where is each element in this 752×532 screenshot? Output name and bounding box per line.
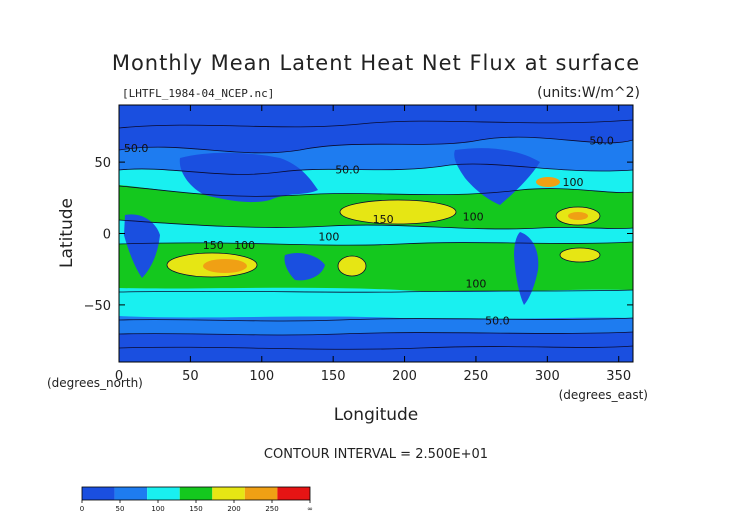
x-tick-label: 250 — [464, 369, 489, 384]
x-axis-ticks: 0 50 100 150 200 250 300 350 — [115, 105, 631, 384]
y-unit-label: (degrees_north) — [47, 376, 143, 390]
band-equatorial-cyan — [119, 220, 633, 246]
land-africa — [124, 214, 160, 278]
contour-label: 50.0 — [485, 315, 510, 328]
land-north-america — [454, 148, 540, 205]
contour-interval: CONTOUR INTERVAL = 2.500E+01 — [264, 447, 488, 462]
colorbar-label: 200 — [227, 505, 240, 513]
contour-label: 150 — [203, 239, 224, 252]
colorbar-label: 0 — [80, 505, 84, 513]
x-tick-label: 300 — [535, 369, 560, 384]
colorbar-swatch — [244, 487, 278, 500]
band-south-cyan — [119, 287, 633, 321]
contour-label: 100 — [563, 176, 584, 189]
y-tick-label: 0 — [103, 228, 111, 243]
contour-labels: 50.0 50.0 150 100 100 50.0 150 100 100 100 50.0 — [124, 135, 614, 328]
contour-label: 100 — [463, 210, 484, 223]
colorbar-label: 150 — [189, 505, 202, 513]
colorbar-label: ∞ — [307, 505, 313, 513]
colorbar: 0 50 100 150 200 250 ∞ — [80, 486, 313, 513]
hotspot-south-pacific — [338, 256, 366, 276]
colorbar-swatch — [212, 487, 245, 500]
x-tick-label: 100 — [249, 369, 274, 384]
flux-field: 50.0 50.0 150 100 100 50.0 150 100 100 100 50.0 — [119, 105, 633, 362]
contour-label: 100 — [234, 239, 255, 252]
land-south-america — [514, 232, 539, 305]
colorbar-label: 250 — [265, 505, 278, 513]
x-tick-label: 350 — [606, 369, 631, 384]
contour-label: 100 — [465, 277, 486, 290]
contour-label: 150 — [373, 213, 394, 226]
x-unit-label: (degrees_east) — [559, 388, 648, 402]
hotspot-south-atlantic — [560, 248, 600, 262]
land-asia — [179, 152, 318, 203]
hotspot-north-pacific — [340, 200, 456, 224]
x-tick-label: 200 — [392, 369, 417, 384]
contour-label: 50.0 — [124, 142, 149, 155]
colorbar-label: 50 — [116, 505, 125, 513]
y-tick-label: 50 — [94, 156, 111, 171]
colorbar-swatch — [114, 487, 148, 500]
y-tick-label: −50 — [84, 299, 111, 314]
units-label: (units:W/m^2) — [537, 85, 640, 101]
x-tick-label: 150 — [321, 369, 346, 384]
colorbar-swatch — [82, 487, 115, 500]
x-tick-label: 0 — [115, 369, 123, 384]
colorbar-swatch — [147, 487, 180, 500]
land-australia — [284, 253, 325, 281]
colorbar-swatch — [277, 487, 310, 500]
hotspot-gulf-stream — [536, 177, 560, 187]
colorbar-label: 100 — [151, 505, 164, 513]
chart-title: Monthly Mean Latent Heat Net Flux at sur… — [112, 51, 640, 75]
colorbar-swatch — [179, 487, 213, 500]
contour-label: 50.0 — [589, 135, 614, 148]
contour-label: 50.0 — [335, 163, 360, 176]
x-axis-title: Longitude — [334, 405, 419, 425]
contour-lines — [119, 119, 633, 350]
y-axis-ticks: −50 0 50 — [84, 156, 633, 314]
hotspot-atlantic-core — [568, 212, 588, 220]
source-label: [LHTFL_1984-04_NCEP.nc] — [122, 87, 274, 100]
contour-label: 100 — [318, 230, 339, 243]
y-axis-title: Latitude — [57, 198, 77, 268]
land-antarctica — [119, 342, 633, 362]
x-tick-label: 50 — [182, 369, 199, 384]
hotspot-indian-core — [203, 259, 247, 273]
